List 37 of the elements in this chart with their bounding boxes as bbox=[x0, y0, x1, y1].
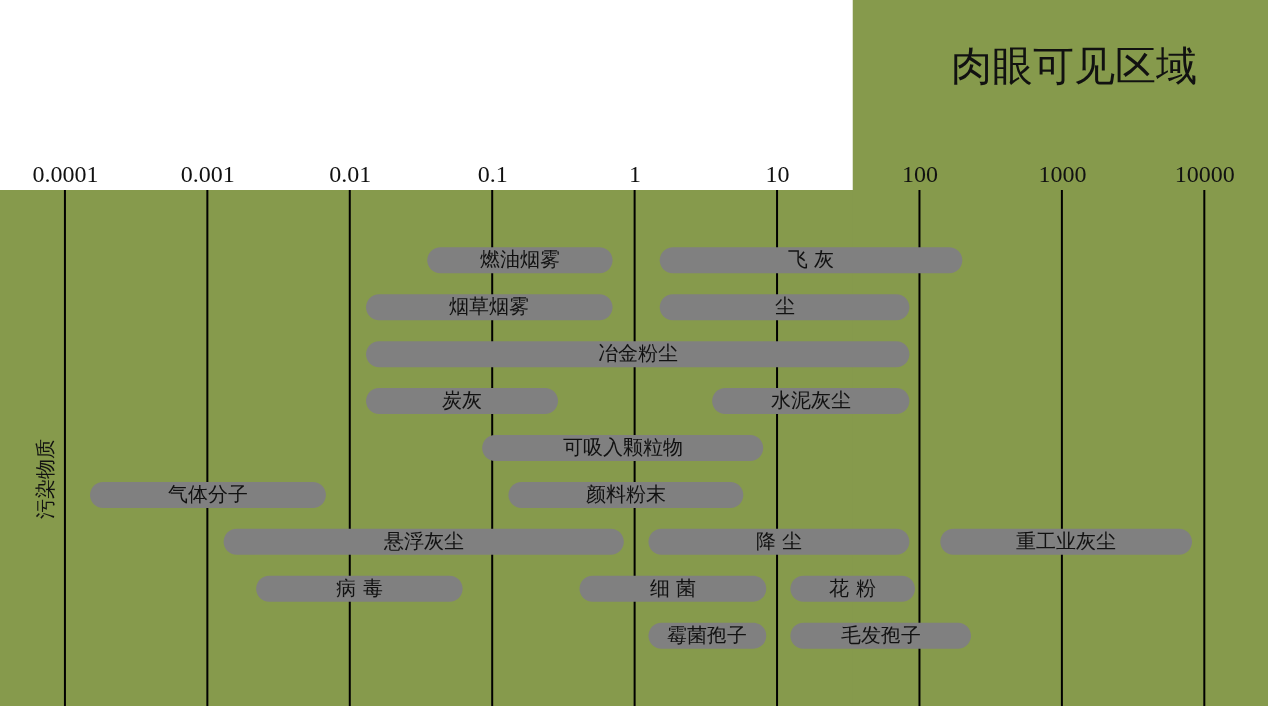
bar bbox=[659, 247, 963, 274]
data-label: 燃油烟雾 bbox=[479, 247, 560, 272]
bar bbox=[90, 481, 326, 508]
bar bbox=[256, 575, 463, 602]
data-label: 病 毒 bbox=[336, 575, 383, 600]
data-label: 颜料粉末 bbox=[585, 481, 666, 506]
data-label: 烟草烟雾 bbox=[449, 294, 530, 319]
data-label: 冶金粉尘 bbox=[597, 341, 678, 366]
data-label: 霉菌孢子 bbox=[667, 622, 748, 647]
bar bbox=[366, 388, 559, 415]
data-label: 炭灰 bbox=[442, 388, 483, 413]
x-tick-label: 0.01 bbox=[329, 160, 372, 187]
data-label: 细 菌 bbox=[649, 575, 697, 600]
x-tick-label: 10 bbox=[765, 160, 790, 187]
data-label: 气体分子 bbox=[167, 481, 248, 506]
x-tick-label: 1000 bbox=[1038, 160, 1087, 187]
bar bbox=[366, 341, 910, 368]
data-label: 降 尘 bbox=[755, 528, 803, 553]
x-tick-label: 10000 bbox=[1174, 160, 1235, 187]
data-label: 花 粉 bbox=[829, 575, 876, 600]
y-axis-title: 污染物质 bbox=[32, 439, 57, 520]
data-label: 飞 灰 bbox=[787, 247, 835, 272]
bar bbox=[659, 294, 910, 321]
x-tick-label: 0.0001 bbox=[32, 160, 99, 187]
data-label: 悬浮灰尘 bbox=[382, 528, 464, 553]
x-tick-label: 0.001 bbox=[180, 160, 235, 187]
data-label: 水泥灰尘 bbox=[770, 388, 851, 413]
data-label: 毛发孢子 bbox=[840, 622, 921, 647]
band-label: 肉眼可见区域 bbox=[951, 42, 1198, 90]
bar bbox=[223, 528, 624, 555]
bar bbox=[648, 528, 910, 555]
data-label: 可吸入颗粒物 bbox=[562, 435, 683, 459]
x-tick-label: 1 bbox=[629, 160, 642, 187]
x-tick-label: 0.1 bbox=[477, 160, 508, 187]
data-label: 重工业灰尘 bbox=[1016, 528, 1117, 553]
x-tick-label: 100 bbox=[901, 160, 938, 187]
data-label: 尘 bbox=[774, 294, 795, 319]
